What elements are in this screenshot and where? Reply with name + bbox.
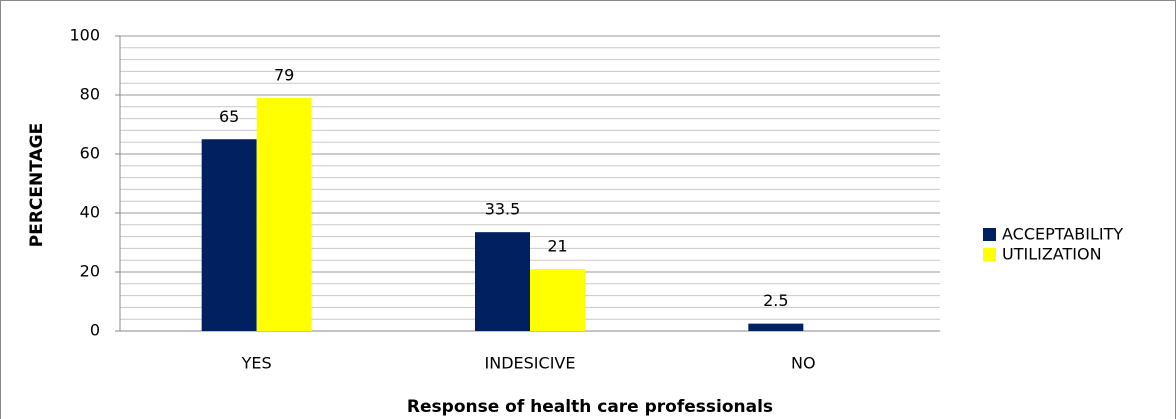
- y-tick-label: 80: [80, 85, 100, 104]
- data-label: 2.5: [763, 291, 788, 310]
- x-tick-label: YES: [241, 354, 272, 373]
- x-tick-label: NO: [791, 354, 816, 373]
- legend-swatch: [983, 228, 996, 241]
- bar: [201, 139, 257, 331]
- legend-label: UTILIZATION: [1002, 245, 1102, 264]
- y-tick-label: 100: [69, 26, 100, 45]
- bar: [748, 323, 804, 331]
- y-tick-label: 60: [80, 144, 100, 163]
- legend-swatch: [983, 248, 996, 261]
- x-tick-label: INDESICIVE: [485, 354, 576, 373]
- y-tick-label: 20: [80, 262, 100, 281]
- x-axis-title: Response of health care professionals: [407, 397, 773, 417]
- y-tick-label: 40: [80, 203, 100, 222]
- bar: [256, 97, 312, 331]
- legend-label: ACCEPTABILITY: [1002, 225, 1123, 244]
- bar: [475, 232, 530, 331]
- data-label: 65: [219, 107, 239, 126]
- y-tick-label: 0: [90, 321, 100, 340]
- data-label: 33.5: [485, 200, 521, 219]
- data-label: 79: [274, 65, 294, 84]
- bar: [530, 269, 585, 331]
- data-label: 21: [547, 237, 567, 256]
- y-axis-title: PERCENTAGE: [27, 123, 47, 247]
